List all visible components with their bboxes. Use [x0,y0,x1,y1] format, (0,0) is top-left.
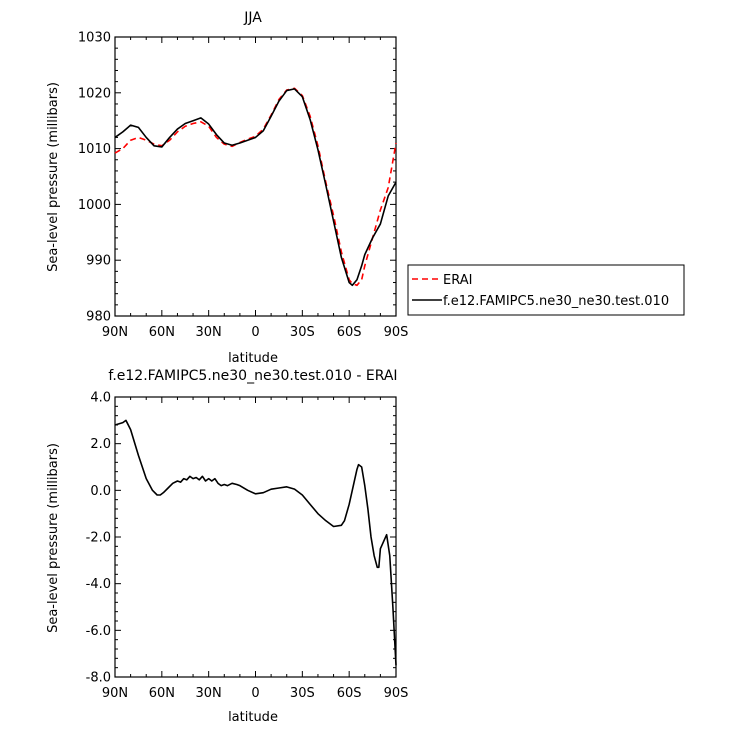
bottom-y-tick-label: -8.0 [86,671,111,686]
bottom-x-tick-label: 90S [384,686,409,701]
bottom-y-axis-label: Sea-level pressure (millibars) [46,443,61,633]
legend-box [407,264,685,316]
legend-label-erai: ERAI [443,273,472,288]
bottom-x-axis-label: latitude [228,710,278,725]
top-chart-title: JJA [243,10,262,26]
top-x-tick-label: 90S [384,325,409,340]
top-plot-frame [114,36,397,317]
bottom-y-tick-label: 0.0 [90,484,111,499]
top-series-line-0 [114,87,397,287]
top-series-line-1 [114,88,397,287]
top-x-tick-label: 60N [149,325,175,340]
bottom-plot-frame [114,396,397,678]
bottom-x-tick-label: 0 [251,686,259,701]
top-y-tick-label: 1020 [78,86,111,101]
top-x-tick-label: 0 [251,325,259,340]
top-y-tick-label: 990 [86,254,111,269]
top-y-tick-label: 980 [86,310,111,325]
bottom-y-tick-label: 4.0 [90,391,111,406]
top-plot-area: 90N 60N 30N 0 30S 60S 90S 980 990 1000 1010 1020 103… [78,31,408,341]
bottom-plot-area: 90N 60N 30N 0 30S 60S 90S -8.0 -6.0 -4.0 -2.0 0.0 2.… [86,391,409,702]
top-x-tick-label: 30N [196,325,222,340]
bottom-y-tick-label: -6.0 [86,624,111,639]
bottom-panel: f.e12.FAMIPC5.ne30_ne30.test.010 - ERAI … [46,368,408,725]
top-y-axis-label: Sea-level pressure (millibars) [46,82,61,272]
top-y-tick-label: 1030 [78,31,111,46]
bottom-chart-title: f.e12.FAMIPC5.ne30_ne30.test.010 - ERAI [108,368,397,384]
top-y-tick-label: 1010 [78,142,111,157]
bottom-x-tick-label: 60S [337,686,362,701]
bottom-y-tick-label: -4.0 [86,577,111,592]
bottom-x-tick-label: 90N [102,686,128,701]
top-panel: JJA 90N 60N 30N 0 30S 60S 90S 980 990 1000 1010 102… [46,10,408,366]
legend-label-model: f.e12.FAMIPC5.ne30_ne30.test.010 [443,294,669,309]
top-x-tick-label: 30S [290,325,315,340]
top-x-tick-label: 90N [102,325,128,340]
top-x-axis-label: latitude [228,351,278,366]
bottom-y-tick-label: -2.0 [86,531,111,546]
top-x-tick-label: 60S [337,325,362,340]
top-y-tick-label: 1000 [78,198,111,213]
bottom-x-tick-label: 60N [149,686,175,701]
bottom-x-tick-label: 30N [196,686,222,701]
bottom-x-tick-label: 30S [290,686,315,701]
legend: ERAI f.e12.FAMIPC5.ne30_ne30.test.010 [407,264,685,316]
bottom-y-tick-label: 2.0 [90,437,111,452]
bottom-series-line-0 [114,419,397,666]
